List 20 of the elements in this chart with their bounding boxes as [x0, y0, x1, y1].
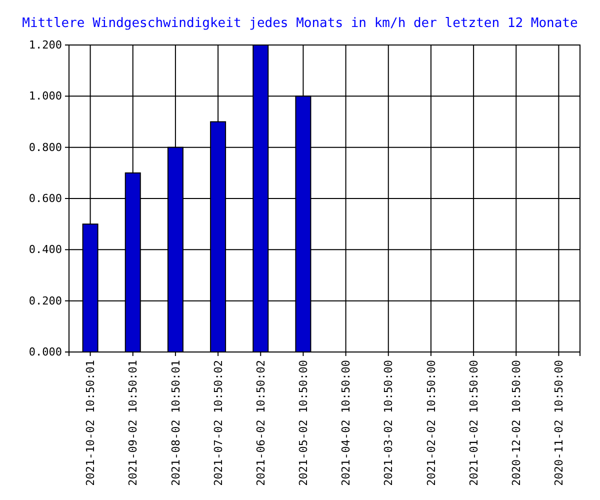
x-tick-label: 2021-01-02 10:50:00: [467, 360, 480, 486]
y-tick-label: 0.400: [28, 243, 62, 256]
y-tick-label: 1.000: [28, 90, 62, 103]
x-tick-label: 2021-09-02 10:50:01: [126, 360, 140, 486]
x-tick-label: 2021-07-02 10:50:02: [212, 360, 225, 486]
x-tick-label: 2021-05-02 10:50:00: [297, 360, 310, 486]
x-tick-label: 2021-06-02 10:50:02: [254, 360, 268, 486]
y-tick-label: 1.200: [28, 38, 62, 52]
x-tick-label: 2021-03-02 10:50:00: [382, 360, 396, 486]
x-tick-label: 2020-11-02 10:50:00: [552, 360, 566, 486]
x-tick-label: 2021-02-02 10:50:00: [424, 360, 438, 486]
x-tick-label: 2021-04-02 10:50:00: [340, 360, 353, 486]
x-tick-label: 2021-10-02 10:50:01: [84, 360, 98, 486]
y-tick-label: 0.200: [28, 294, 62, 308]
y-tick-label: 0.000: [28, 346, 62, 359]
chart-title: Mittlere Windgeschwindigkeit jedes Monats in km/h der letzten 12 Monate: [22, 16, 578, 31]
x-tick-label: 2021-08-02 10:50:01: [169, 360, 182, 486]
y-tick-label: 0.800: [28, 140, 62, 154]
x-tick-label: 2020-12-02 10:50:00: [510, 360, 523, 486]
y-tick-label: 0.600: [28, 192, 62, 206]
